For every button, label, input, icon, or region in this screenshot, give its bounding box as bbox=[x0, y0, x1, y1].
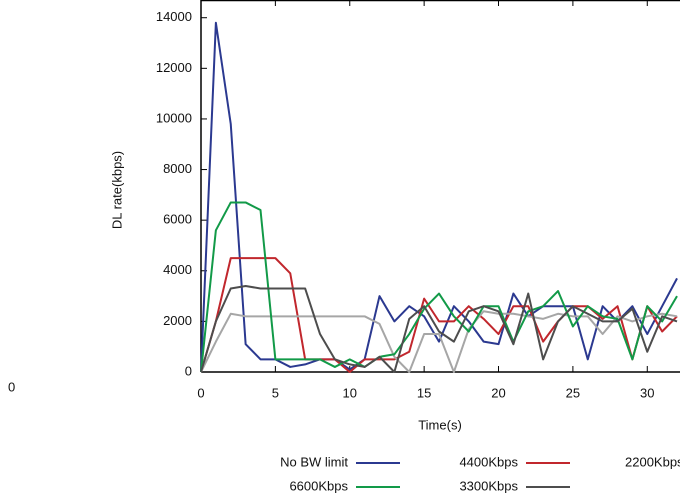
series-line bbox=[200, 21, 678, 373]
legend-label: No BW limit bbox=[280, 454, 348, 469]
legend-label: 6600Kbps bbox=[289, 478, 348, 493]
x-tick-label: 25 bbox=[566, 385, 580, 400]
x-axis-label: Time(s) bbox=[418, 417, 462, 432]
y-tick-label: 10000 bbox=[156, 110, 192, 125]
y-tick-label: 0 bbox=[185, 363, 192, 378]
x-tick-label: 5 bbox=[272, 385, 279, 400]
legend-label: 3300Kbps bbox=[459, 478, 518, 493]
y-tick-label: 6000 bbox=[163, 212, 192, 227]
x-tick-label: 0 bbox=[197, 385, 204, 400]
y-tick-label: 4000 bbox=[163, 262, 192, 277]
y-axis-label: DL rate(kbps) bbox=[109, 151, 124, 229]
series-line bbox=[200, 257, 678, 373]
x-tick-label: 30 bbox=[640, 385, 654, 400]
x-tick-label: 10 bbox=[343, 385, 357, 400]
y-tick-label: 12000 bbox=[156, 60, 192, 75]
x-tick-label: 15 bbox=[417, 385, 431, 400]
series-line bbox=[200, 310, 678, 373]
y-tick-label: 2000 bbox=[163, 313, 192, 328]
legend-label: 4400Kbps bbox=[459, 454, 518, 469]
x-tick-label: 20 bbox=[491, 385, 505, 400]
y-tick-label: 14000 bbox=[156, 9, 192, 24]
cropped-tick-label: 0 bbox=[8, 379, 15, 394]
legend-label: 2200Kbps bbox=[625, 454, 680, 469]
y-tick-label: 8000 bbox=[163, 161, 192, 176]
series-line bbox=[200, 201, 678, 373]
series-line bbox=[200, 284, 678, 373]
